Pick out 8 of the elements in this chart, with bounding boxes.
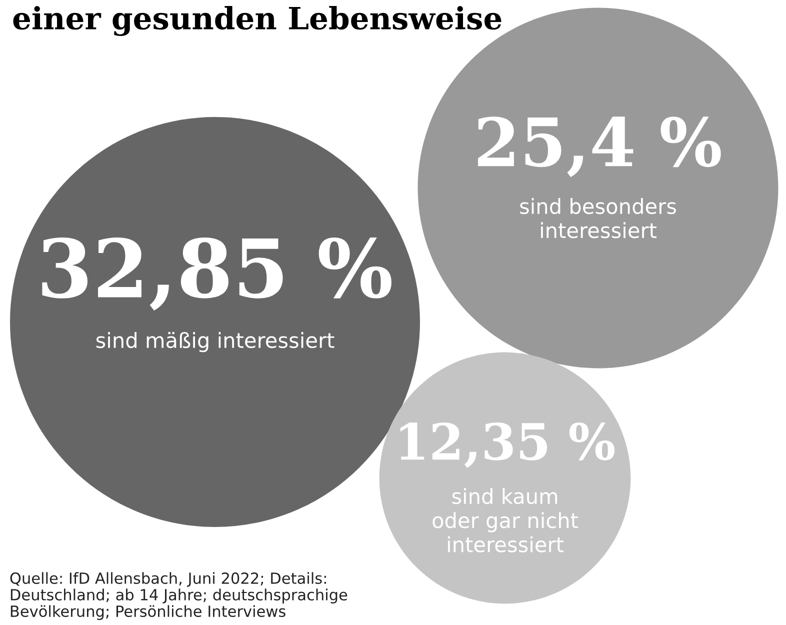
data-label: 12,35 % — [400, 422, 615, 468]
source-note: Quelle: IfD Allensbach, Juni 2022; Details: Deutschland; ab 14 Jahre; deutschsprachige Bevölkerung; Persönliche Interviews — [10, 572, 348, 620]
category-label: sind besonders interessiert — [520, 198, 676, 238]
text: einer gesunden Lebensweise — [13, 6, 502, 36]
data-label: 32,85 % — [42, 237, 392, 311]
category-label: sind mäßig interessiert — [96, 332, 334, 352]
category-label: sind kaum oder gar nicht interessiert — [432, 488, 578, 552]
data-label: 25,4 % — [478, 116, 721, 178]
